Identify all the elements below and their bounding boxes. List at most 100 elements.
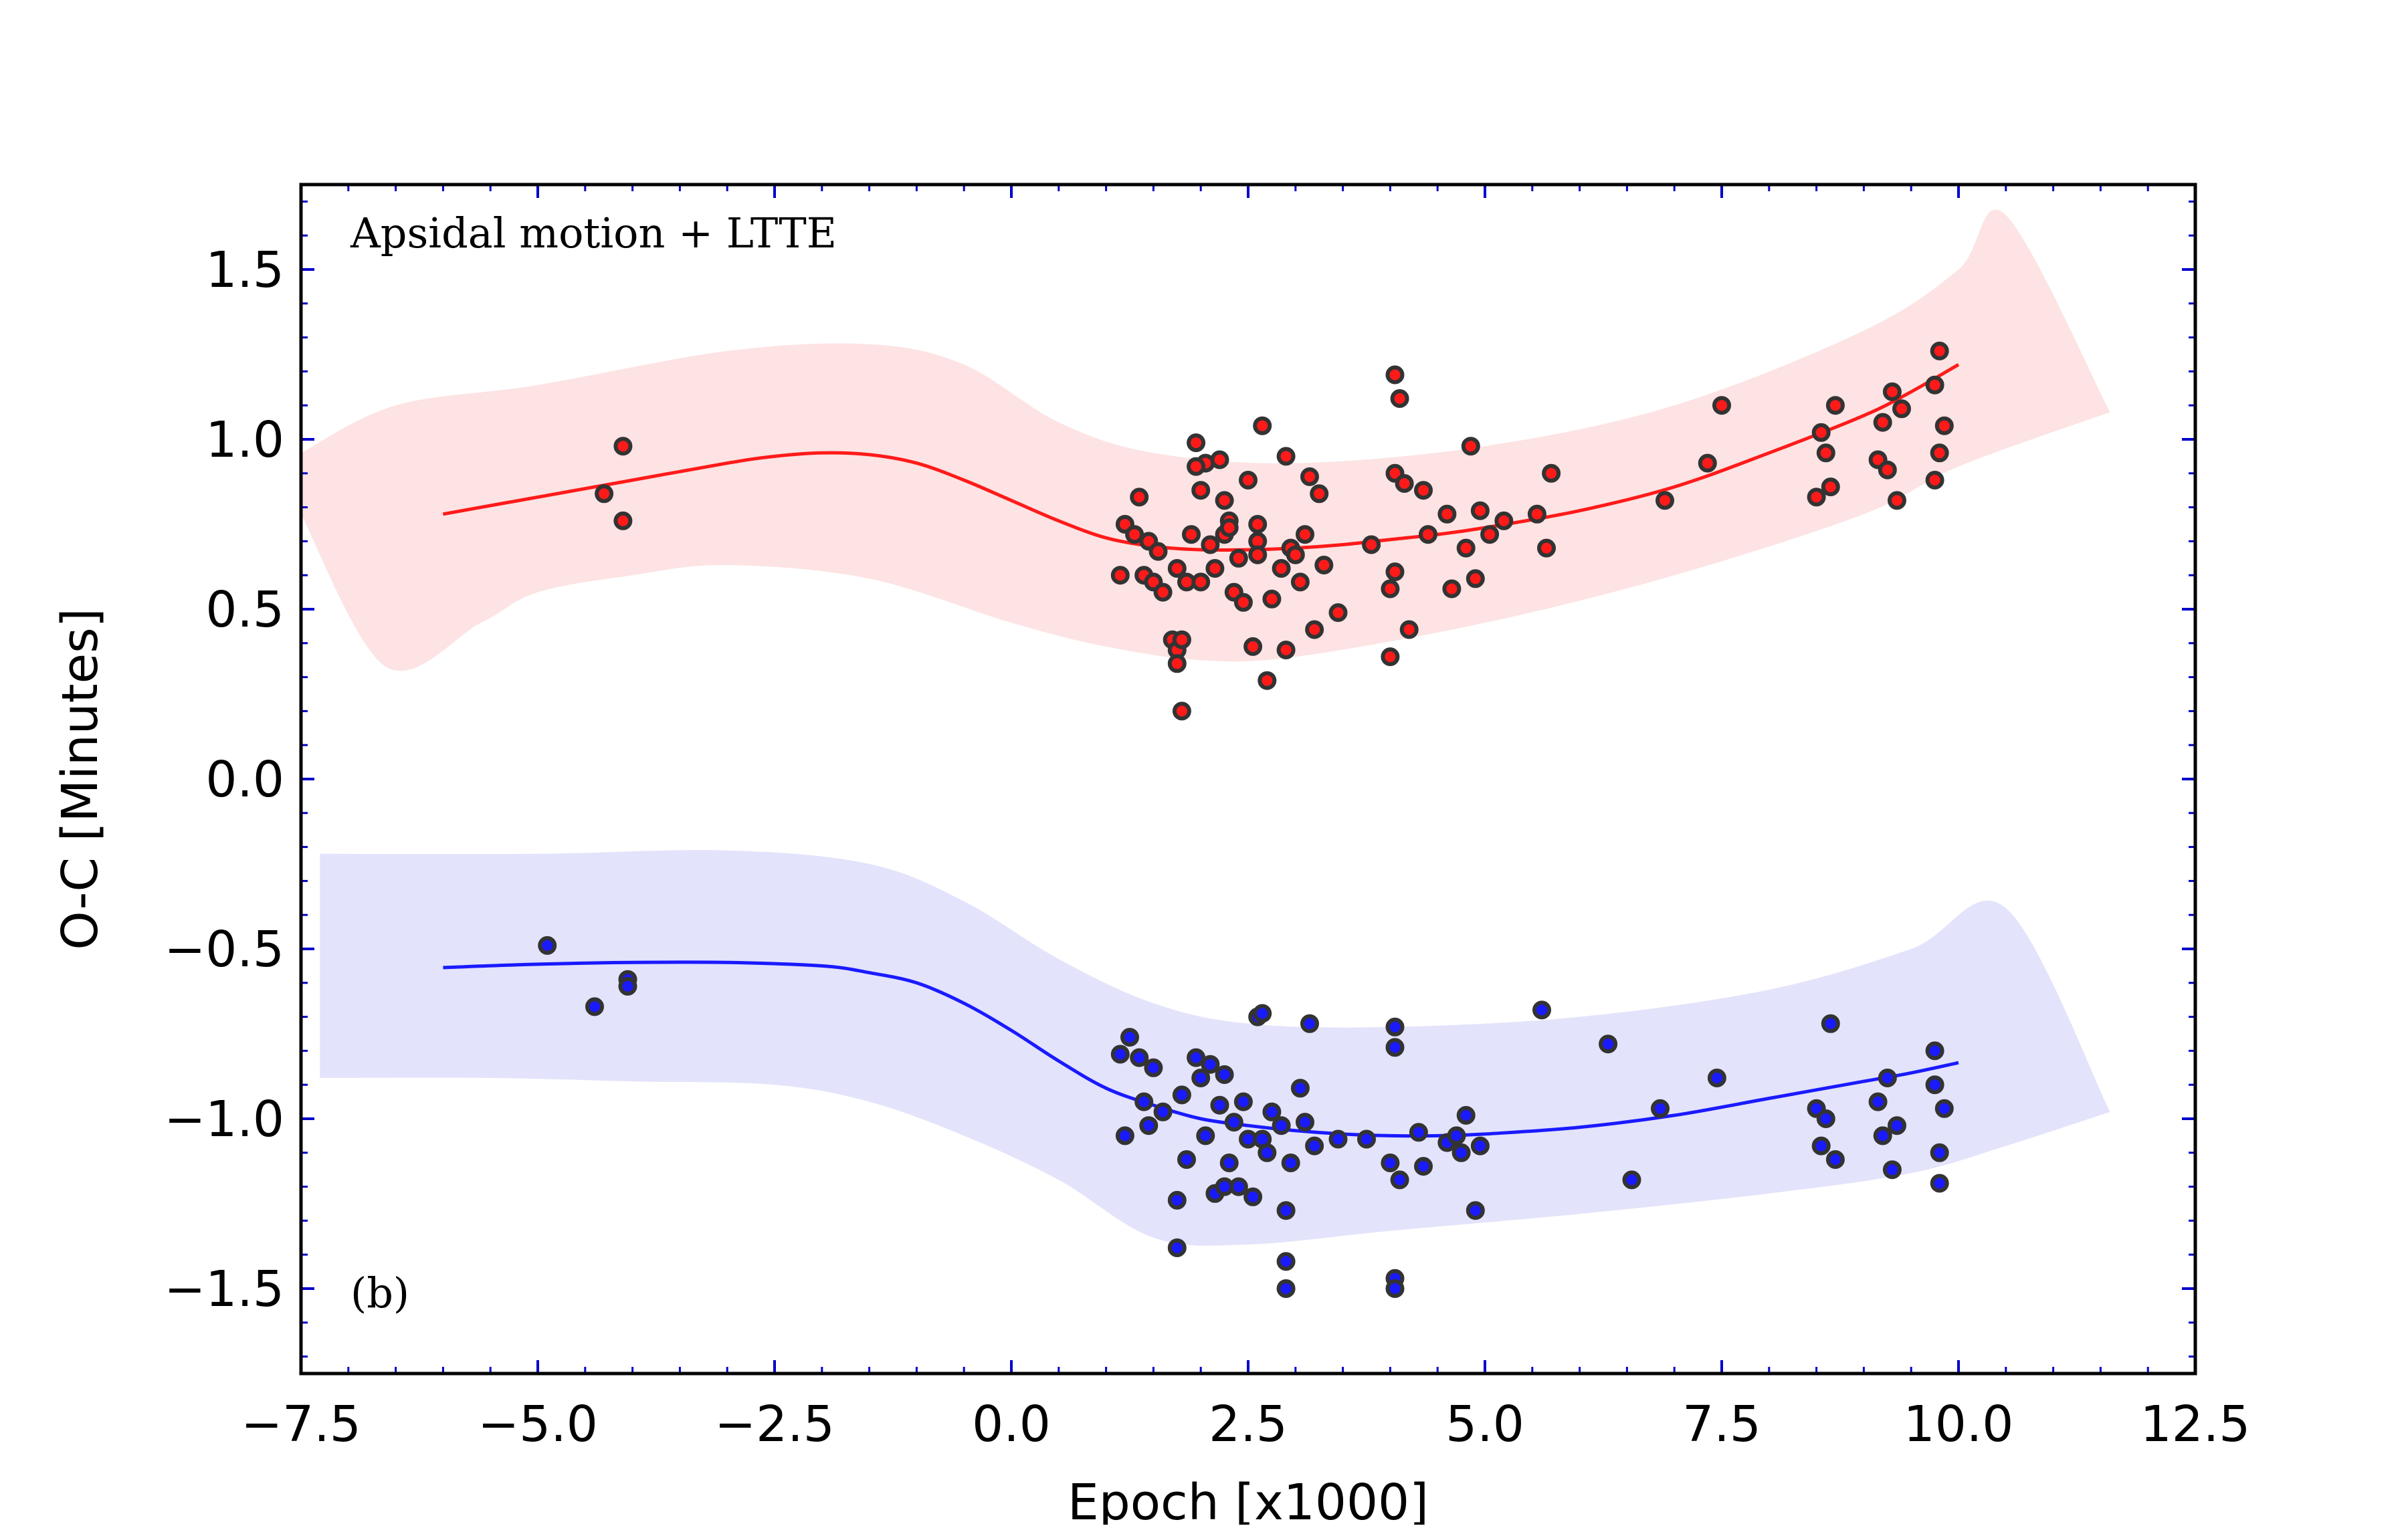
model-curve-secondary (443, 960, 1959, 1138)
primary-point (1385, 562, 1405, 582)
secondary-point (1622, 1170, 1641, 1190)
primary-point (1187, 457, 1206, 476)
secondary-point (1357, 1129, 1376, 1149)
primary-point (1191, 481, 1211, 500)
secondary-point (1130, 1048, 1149, 1067)
secondary-point (1187, 1048, 1206, 1067)
primary-point (1442, 579, 1462, 598)
primary-point (1825, 396, 1845, 415)
primary-point (1262, 589, 1282, 609)
secondary-point (1167, 1190, 1187, 1210)
primary-point (1215, 491, 1234, 510)
y-axis-label: O-C [Minutes] (52, 608, 109, 950)
primary-point (1205, 559, 1225, 578)
plot-frame (299, 183, 2197, 1376)
primary-point (1125, 525, 1144, 544)
secondary-point (1120, 1028, 1139, 1047)
secondary-point (1328, 1129, 1348, 1149)
secondary-point (1470, 1136, 1490, 1156)
secondary-point (1276, 1252, 1296, 1271)
primary-point (1219, 518, 1239, 538)
model-curve-primary (442, 363, 1960, 552)
primary-point (1390, 389, 1409, 408)
secondary-point (1532, 1000, 1551, 1020)
data-points (538, 341, 1954, 1298)
y-tick-label: 0.5 (205, 581, 284, 639)
secondary-point (1925, 1041, 1944, 1061)
secondary-point (1253, 1004, 1272, 1023)
primary-point (1470, 501, 1490, 520)
x-tick-label: −5.0 (478, 1396, 598, 1453)
primary-point (1419, 525, 1437, 544)
primary-point (1494, 511, 1514, 530)
primary-point (1437, 504, 1457, 524)
secondary-point (1233, 1092, 1253, 1111)
primary-point (1381, 647, 1400, 667)
primary-point (1310, 484, 1329, 504)
primary-point (1925, 375, 1944, 395)
primary-point (1290, 572, 1310, 592)
secondary-point (1825, 1150, 1845, 1169)
primary-point (613, 511, 633, 530)
secondary-point (1115, 1126, 1134, 1145)
secondary-point (1134, 1092, 1154, 1111)
x-tick-label: 10.0 (1904, 1396, 2014, 1453)
primary-point (1296, 525, 1314, 544)
secondary-point (1930, 1174, 1949, 1193)
y-tick-label: 1.0 (205, 411, 284, 469)
secondary-point (1811, 1136, 1831, 1156)
y-tick-label: −1.0 (164, 1091, 284, 1148)
primary-point (1480, 525, 1500, 544)
primary-point (1934, 416, 1954, 435)
primary-point (1381, 579, 1400, 598)
primary-point (1167, 559, 1187, 578)
primary-point (1286, 545, 1305, 564)
primary-point (1272, 559, 1291, 578)
secondary-point (1888, 1116, 1906, 1135)
panel-label: (b) (350, 1269, 409, 1317)
secondary-point (1296, 1113, 1314, 1132)
primary-point (1314, 556, 1334, 574)
y-tick-label: −1.5 (164, 1261, 284, 1318)
primary-point (595, 484, 614, 504)
primary-point (1811, 423, 1831, 442)
secondary-point (1651, 1099, 1670, 1118)
primary-point (1821, 477, 1840, 497)
primary-point (1248, 545, 1268, 564)
secondary-point (538, 936, 557, 955)
secondary-point (1276, 1279, 1296, 1298)
primary-point (1130, 487, 1149, 507)
secondary-point (1390, 1170, 1409, 1190)
primary-point (1698, 453, 1717, 473)
primary-point (1172, 630, 1191, 649)
x-tick-label: −2.5 (714, 1396, 835, 1453)
primary-point (1187, 433, 1206, 453)
primary-point (1656, 491, 1674, 510)
secondary-point (1873, 1126, 1892, 1145)
primary-point (1253, 416, 1272, 435)
secondary-point (1177, 1150, 1196, 1169)
secondary-point (618, 976, 637, 996)
secondary-point (1466, 1201, 1485, 1220)
primary-point (1925, 471, 1944, 489)
primary-point (1816, 443, 1835, 463)
tick-labels: −7.5 −5.0 −2.5 0.0 2.5 5.0 7.5 10.0 12.5 1.5 1.0 0.… (164, 241, 2250, 1453)
primary-point (1362, 535, 1381, 554)
x-tick-label: 0.0 (972, 1396, 1051, 1453)
secondary-point (1196, 1126, 1215, 1145)
primary-point (1414, 481, 1433, 500)
primary-point (1466, 569, 1485, 588)
secondary-point (1167, 1238, 1187, 1257)
primary-point (1182, 525, 1201, 544)
band-secondary (320, 850, 2110, 1246)
secondary-point (1868, 1092, 1888, 1111)
model-curves (442, 363, 1960, 1138)
secondary-point (1599, 1034, 1618, 1054)
secondary-point (1451, 1143, 1471, 1162)
secondary-point (1191, 1069, 1211, 1087)
secondary-point (1305, 1136, 1324, 1156)
primary-point (613, 437, 633, 456)
primary-point (1930, 443, 1949, 463)
primary-point (1712, 396, 1731, 415)
